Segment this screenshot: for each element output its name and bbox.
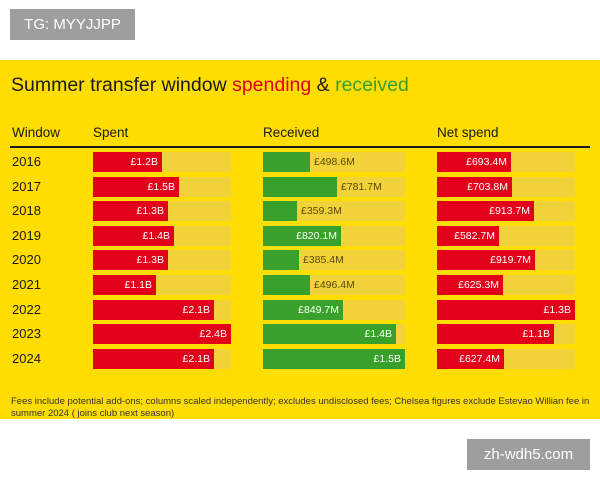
spent-bar — [93, 299, 214, 320]
spent-bar — [93, 176, 179, 197]
spent-bar — [93, 275, 156, 295]
spent-bar — [93, 152, 162, 172]
window-year-label: 2018 — [12, 203, 41, 219]
header-rule — [10, 146, 590, 148]
received-bar — [263, 176, 337, 197]
net-spend-value-label: £1.1B — [522, 328, 550, 341]
received-value-label: £496.4M — [314, 279, 355, 291]
window-year-label: 2023 — [12, 326, 41, 342]
title-part-spending: spending — [232, 74, 312, 96]
spent-bar — [93, 225, 174, 246]
received-value-label: £820.1M — [296, 229, 337, 242]
net-spend-bar — [437, 348, 504, 369]
received-value-label: £1.5B — [373, 352, 401, 365]
spent-bar — [93, 201, 168, 222]
received-bar — [263, 152, 310, 172]
spent-value-label: £1.2B — [130, 156, 158, 168]
net-spend-bar — [437, 152, 511, 172]
net-spend-value-label: £913.7M — [489, 205, 530, 218]
net-spend-bar — [437, 225, 499, 246]
chart-panel: Summer transfer window spending & receiv… — [0, 60, 600, 419]
net-spend-value-label: £703.8M — [467, 180, 508, 193]
received-value-label: £359.3M — [301, 205, 342, 218]
net-spend-value-label: £582.7M — [454, 229, 495, 242]
chart-title: Summer transfer window spending & receiv… — [11, 74, 409, 97]
received-value-label: £849.7M — [298, 303, 339, 316]
net-spend-bar — [437, 299, 575, 320]
spent-value-label: £1.3B — [136, 205, 164, 218]
window-year-label: 2016 — [12, 154, 41, 169]
title-part-3: & — [311, 74, 336, 96]
window-year-label: 2022 — [12, 301, 41, 317]
received-bar — [263, 225, 341, 246]
spent-value-label: £2.4B — [199, 328, 227, 341]
spent-value-label: £1.4B — [142, 229, 170, 242]
received-bar — [263, 250, 299, 271]
net-spend-value-label: £1.3B — [543, 303, 571, 316]
spent-bar — [93, 348, 214, 369]
net-spend-value-label: £693.4M — [466, 156, 507, 168]
spent-value-label: £1.3B — [136, 254, 164, 267]
net-spend-value-label: £625.3M — [458, 279, 499, 291]
column-header-received: Received — [263, 125, 320, 140]
spent-bar — [93, 250, 168, 271]
watermark-tag-top-left: TG: MYYJJPP — [10, 9, 135, 40]
column-header-window: Window — [12, 125, 61, 140]
received-value-label: £1.4B — [364, 328, 392, 341]
net-spend-bar — [437, 275, 503, 295]
received-bar — [263, 201, 297, 222]
received-bar — [263, 275, 310, 295]
net-spend-value-label: £627.4M — [459, 352, 500, 365]
received-value-label: £498.6M — [314, 156, 355, 168]
net-spend-bar — [437, 324, 554, 345]
received-value-label: £781.7M — [341, 180, 382, 193]
received-track — [263, 201, 405, 222]
window-year-label: 2020 — [12, 252, 41, 268]
watermark-tag-bottom-right: zh-wdh5.com — [467, 439, 590, 470]
window-year-label: 2019 — [12, 227, 41, 243]
received-bar — [263, 348, 405, 369]
window-year-label: 2024 — [12, 350, 41, 366]
title-part-1: Summer transfer window — [11, 74, 233, 96]
spent-value-label: £2.1B — [182, 352, 210, 365]
window-year-label: 2021 — [12, 277, 41, 292]
received-value-label: £385.4M — [303, 254, 344, 267]
column-header-spent: Spent — [93, 125, 129, 140]
spent-bar — [93, 324, 231, 345]
net-spend-bar — [437, 250, 535, 271]
spent-value-label: £1.5B — [147, 180, 175, 193]
received-bar — [263, 324, 396, 345]
window-year-label: 2017 — [12, 178, 41, 194]
received-bar — [263, 299, 343, 320]
net-spend-bar — [437, 176, 512, 197]
spent-value-label: £2.1B — [182, 303, 210, 316]
net-spend-bar — [437, 201, 534, 222]
column-header-net-spend: Net spend — [437, 125, 499, 140]
footnote: Fees include potential add-ons; columns … — [11, 396, 590, 419]
net-spend-value-label: £919.7M — [490, 254, 531, 267]
title-part-received: received — [335, 74, 409, 96]
spent-value-label: £1.1B — [124, 279, 152, 291]
